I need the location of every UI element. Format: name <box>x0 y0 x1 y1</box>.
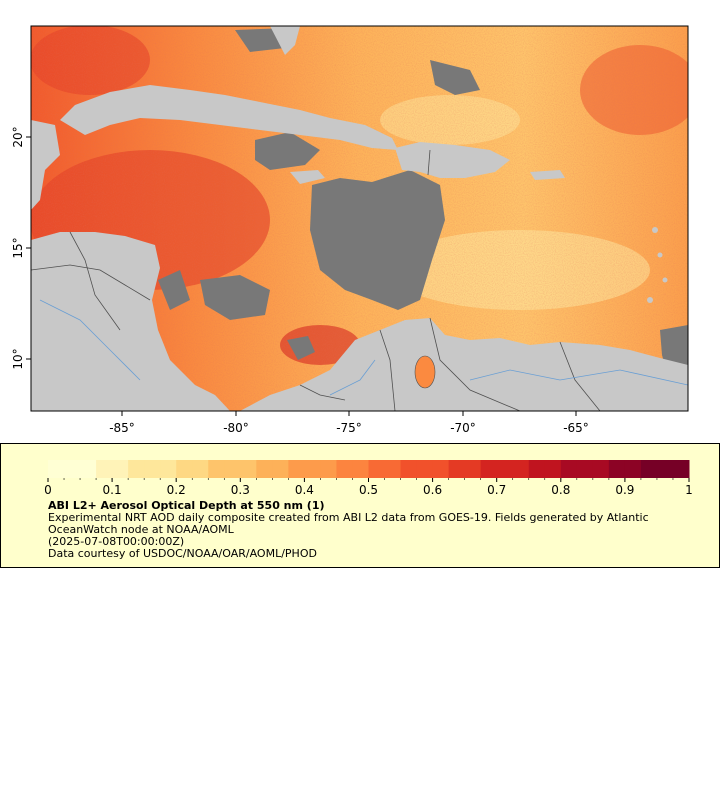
colorbar-swatch <box>304 460 321 478</box>
central-america <box>31 120 60 210</box>
y-tick-label: 20° <box>11 126 25 147</box>
land <box>31 26 688 411</box>
colorbar-tick-label: 1 <box>685 483 693 497</box>
colorbar-swatch <box>592 460 610 478</box>
colorbar-swatch <box>320 460 337 478</box>
colorbar-ticks: 0 0.1 0.2 0.3 0.4 0.5 0.6 0.7 0.8 0.9 1 <box>44 478 693 497</box>
x-tick-label: -85° <box>109 421 135 435</box>
colorbar-swatch <box>448 460 466 478</box>
y-tick-label: 10° <box>11 348 25 369</box>
colorbar-tick-label: 0.1 <box>103 483 122 497</box>
colorbar-swatch <box>192 460 209 478</box>
colorbar-swatch <box>656 460 674 478</box>
colorbar-tick-label: 0 <box>44 483 52 497</box>
hispaniola <box>395 142 510 178</box>
colorbar-swatch <box>464 460 482 478</box>
colorbar-swatch <box>384 460 402 478</box>
colorbar-swatch <box>208 460 225 478</box>
colorbar-swatch <box>160 460 177 478</box>
colorbar-swatch <box>64 460 81 478</box>
colorbar-swatch <box>512 460 530 478</box>
legend-title: ABI L2+ Aerosol Optical Depth at 550 nm … <box>48 499 325 512</box>
jamaica <box>290 170 325 184</box>
colorbar-tick-label: 0.7 <box>487 483 506 497</box>
colorbar-tick-label: 0.5 <box>359 483 378 497</box>
colorbar-swatch <box>288 460 305 478</box>
map-panel: -85° -80° -75° -70° -65° 20° 15° 10° <box>11 25 689 435</box>
country-borders <box>31 149 601 411</box>
colorbar-tick-label: 0.2 <box>167 483 186 497</box>
colorbar-swatches <box>48 460 690 478</box>
colorbar-tick-label: 0.8 <box>551 483 570 497</box>
x-axis: -85° -80° -75° -70° -65° <box>109 411 589 435</box>
colorbar-swatch <box>640 460 658 478</box>
legend-panel: 0 0.1 0.2 0.3 0.4 0.5 0.6 0.7 0.8 0.9 1 ABI L2+ Ae… <box>0 443 720 568</box>
colorbar-swatch <box>528 460 546 478</box>
colorbar-swatch <box>128 460 145 478</box>
colorbar-swatch <box>400 460 418 478</box>
florida-keys <box>270 26 300 55</box>
x-tick-label: -65° <box>563 421 589 435</box>
x-tick-label: -75° <box>336 421 362 435</box>
colorbar-tick-label: 0.9 <box>615 483 634 497</box>
central-america <box>31 232 230 411</box>
colorbar-swatch <box>576 460 594 478</box>
colorbar-swatch <box>48 460 65 478</box>
colorbar-swatch <box>624 460 642 478</box>
colorbar-swatch <box>176 460 193 478</box>
colorbar-swatch <box>224 460 241 478</box>
colorbar-swatch <box>608 460 626 478</box>
rivers <box>39 299 688 396</box>
colorbar-swatch <box>560 460 578 478</box>
x-tick-label: -80° <box>223 421 249 435</box>
colorbar-swatch <box>80 460 97 478</box>
colorbar-swatch <box>336 460 353 478</box>
legend-date: (2025-07-08T00:00:00Z) <box>48 535 185 548</box>
south-america <box>240 318 688 411</box>
colorbar-tick-label: 0.6 <box>423 483 442 497</box>
colorbar-swatch <box>416 460 434 478</box>
colorbar: 0 0.1 0.2 0.3 0.4 0.5 0.6 0.7 0.8 0.9 1 <box>44 460 693 497</box>
colorbar-swatch <box>256 460 273 478</box>
colorbar-swatch <box>672 460 690 478</box>
colorbar-swatch <box>544 460 562 478</box>
y-axis: 20° 15° 10° <box>11 126 31 370</box>
colorbar-swatch <box>112 460 129 478</box>
colorbar-swatch <box>480 460 498 478</box>
lake-maracaibo <box>414 355 436 389</box>
aod-map: -85° -80° -75° -70° -65° 20° 15° 10° <box>11 25 689 435</box>
colorbar-swatch <box>496 460 514 478</box>
legend-credit: Data courtesy of USDOC/NOAA/OAR/AOML/PHO… <box>48 547 317 560</box>
colorbar-swatch <box>96 460 113 478</box>
colorbar-swatch <box>352 460 369 478</box>
y-tick-label: 15° <box>11 237 25 258</box>
colorbar-swatch <box>368 460 386 478</box>
legend-description: Experimental NRT AOD daily composite cre… <box>48 511 649 536</box>
x-tick-label: -70° <box>450 421 476 435</box>
no-data-patches <box>158 28 688 390</box>
puerto-rico <box>530 170 565 180</box>
map-frame <box>30 25 689 412</box>
colorbar-tick-label: 0.4 <box>295 483 314 497</box>
colorbar-tick-label: 0.3 <box>231 483 250 497</box>
cuba <box>60 85 398 150</box>
colorbar-swatch <box>272 460 289 478</box>
colorbar-swatch <box>240 460 257 478</box>
legend-text: ABI L2+ Aerosol Optical Depth at 550 nm … <box>48 500 708 560</box>
colorbar-swatch <box>432 460 450 478</box>
colorbar-swatch <box>144 460 161 478</box>
